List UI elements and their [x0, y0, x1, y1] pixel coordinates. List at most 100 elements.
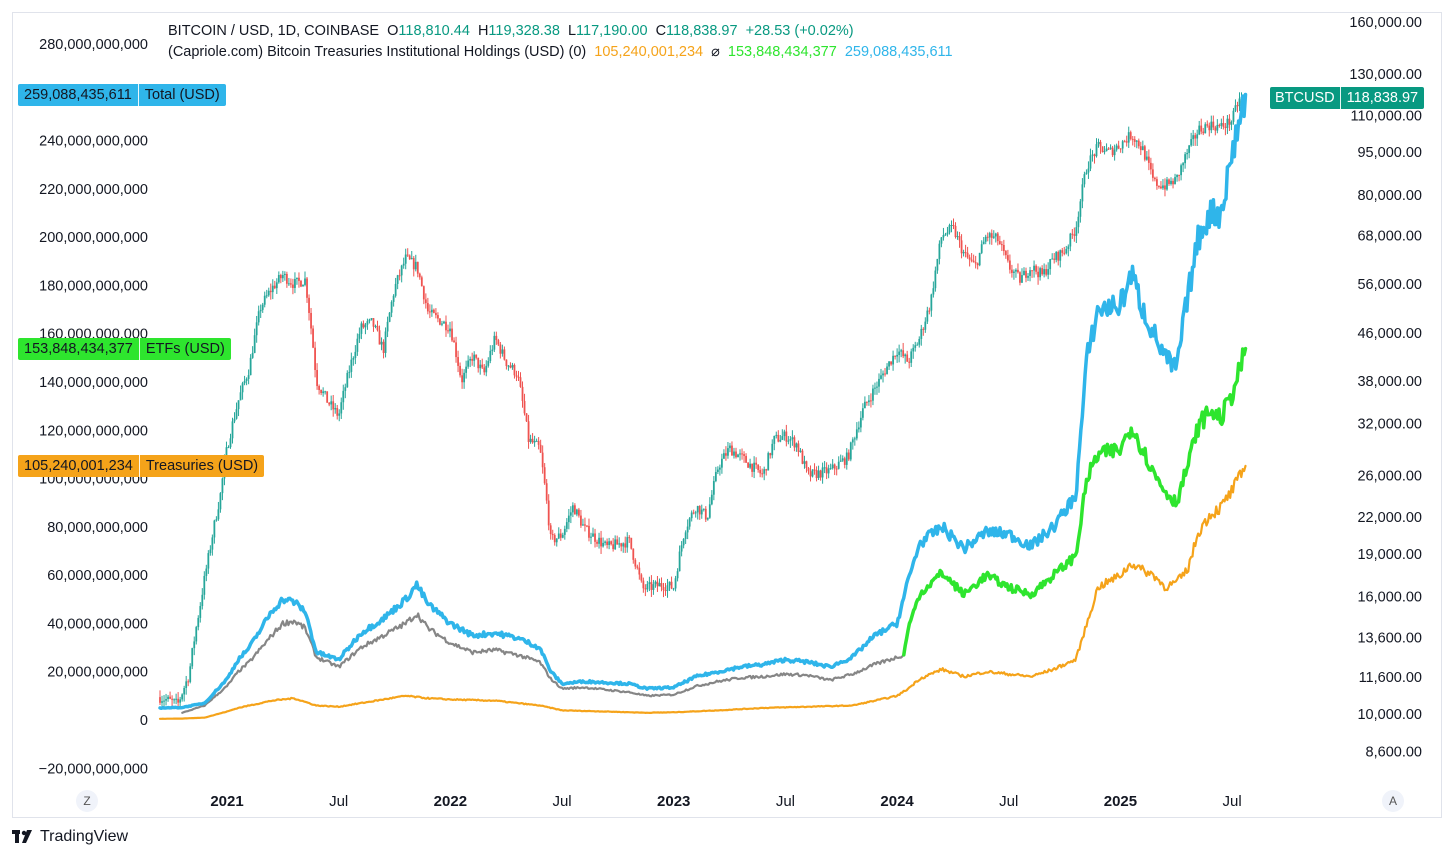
btc-candle-body: [980, 244, 983, 253]
btc-candle-body: [1027, 275, 1029, 278]
btc-candle-body: [1103, 151, 1106, 153]
indicator-legend[interactable]: (Capriole.com) Bitcoin Treasuries Instit…: [168, 44, 957, 60]
btc-candle-body: [710, 494, 713, 505]
btc-candle-body: [575, 509, 578, 515]
btc-candle-body: [783, 431, 786, 437]
left-tick-label: 140,000,000,000: [39, 375, 148, 391]
low-label: L: [567, 23, 577, 39]
btc-candle-body: [759, 469, 762, 474]
btc-candle-body: [731, 445, 733, 456]
zoom-reset-button[interactable]: Z: [76, 790, 98, 812]
btc-candle-body: [640, 574, 643, 581]
symbol-name[interactable]: BITCOIN / USD, 1D, COINBASE: [168, 23, 380, 39]
btc-candle-body: [1204, 124, 1207, 134]
btc-candle-body: [765, 469, 768, 471]
btc-candle-body: [535, 440, 538, 442]
series-layer: [158, 92, 1248, 720]
btc-candle-body: [459, 365, 461, 376]
btc-candle-body: [1208, 125, 1211, 131]
btc-candle-body: [209, 549, 212, 554]
btc-candle-body: [555, 538, 558, 543]
btc-candle-body: [688, 518, 691, 527]
btc-candle-body: [1154, 177, 1156, 180]
btc-candle-body: [616, 539, 619, 545]
btc-candle-body: [906, 354, 909, 362]
btc-candle-body: [531, 438, 534, 443]
btc-candle-body: [825, 467, 828, 474]
btc-candle-body: [193, 641, 196, 649]
time-axis: 2021 Jul 2022 Jul 2023 Jul 2024 Jul 2025 Jul: [210, 793, 1241, 810]
time-tick-label: Jul: [776, 793, 795, 810]
btc-candle-body: [1133, 139, 1136, 142]
btc-candle-body: [356, 338, 359, 352]
btc-candle-body: [678, 551, 681, 572]
btc-candle-body: [908, 361, 911, 363]
btc-candle-body: [592, 533, 594, 537]
btc-candle-body: [573, 505, 576, 515]
btc-candle-body: [443, 321, 445, 324]
btc-candle-body: [720, 458, 723, 468]
indicator-treasuries-value: 105,240,001,234: [594, 44, 704, 60]
right-tick-label: 38,000.00: [1357, 374, 1422, 390]
btc-candle-body: [195, 627, 198, 642]
btc-candle-body: [944, 234, 947, 236]
btc-candle-body: [946, 232, 949, 235]
btc-candle-body: [231, 421, 234, 439]
btc-candle-body: [547, 500, 550, 526]
btc-candle-body: [700, 509, 703, 515]
btc-candle-body: [376, 325, 379, 331]
btc-candle-body: [918, 338, 921, 345]
tradingview-brand[interactable]: TradingView: [12, 828, 128, 846]
time-tick-label: Jul: [1223, 793, 1242, 810]
btc-candle-body: [1105, 148, 1108, 152]
btc-candle-body: [561, 534, 564, 538]
btc-candle-body: [680, 545, 683, 552]
btc-candle-body: [326, 391, 329, 403]
btc-candle-body: [263, 295, 266, 305]
btc-candle-body: [1198, 125, 1201, 135]
treasuries-pill-label: Treasuries (USD): [138, 455, 264, 477]
symbol-legend[interactable]: BITCOIN / USD, 1D, COINBASE O118,810.44 …: [168, 23, 858, 39]
btc-candle-body: [1023, 270, 1025, 276]
btc-candle-body: [304, 278, 306, 285]
btc-candle-body: [211, 537, 214, 550]
btc-candle-body: [187, 681, 190, 683]
btc-candle-body: [386, 321, 389, 332]
btc-candle-body: [1047, 269, 1050, 275]
right-axis: 8,600.00 10,000.00 11,600.00 13,600.00 16,00…: [1349, 15, 1422, 761]
btc-candle-body: [855, 429, 858, 439]
btc-candle-body: [1162, 185, 1164, 189]
btc-candle-body: [1008, 260, 1011, 270]
btc-candle-body: [930, 294, 933, 311]
indicator-name[interactable]: (Capriole.com) Bitcoin Treasuries Instit…: [168, 44, 587, 60]
btc-candle-body: [451, 328, 453, 341]
btc-candle-body: [956, 236, 959, 238]
btc-candle-body: [227, 447, 230, 449]
btc-candle-body: [320, 389, 323, 394]
btc-candle-body: [525, 413, 528, 422]
btc-candle-body: [197, 617, 200, 628]
btc-candle-body: [537, 440, 540, 445]
btc-candle-body: [600, 537, 602, 547]
btc-candle-body: [314, 347, 316, 370]
change-value: +28.53 (+0.02%): [745, 23, 854, 39]
btc-candle-body: [646, 583, 649, 590]
btc-candle-body: [237, 400, 240, 410]
btc-candle-body: [886, 366, 888, 375]
auto-scale-button[interactable]: A: [1382, 790, 1404, 812]
btc-candle-body: [580, 515, 582, 526]
btc-candle-body: [823, 467, 826, 469]
btc-candle-body: [308, 297, 310, 313]
btc-candle-body: [1013, 271, 1015, 273]
right-tick-label: 80,000.00: [1357, 188, 1422, 204]
close-value: 118,838.97: [666, 23, 738, 39]
btc-candle-body: [1194, 135, 1197, 139]
btc-candle-body: [1125, 141, 1128, 143]
left-tick-label: 20,000,000,000: [47, 665, 148, 681]
btc-candle-body: [795, 443, 798, 448]
btc-candle-body: [692, 512, 695, 514]
btc-candle-body: [664, 590, 667, 592]
btc-candle-body: [876, 386, 878, 388]
btc-candle-body: [364, 324, 367, 328]
